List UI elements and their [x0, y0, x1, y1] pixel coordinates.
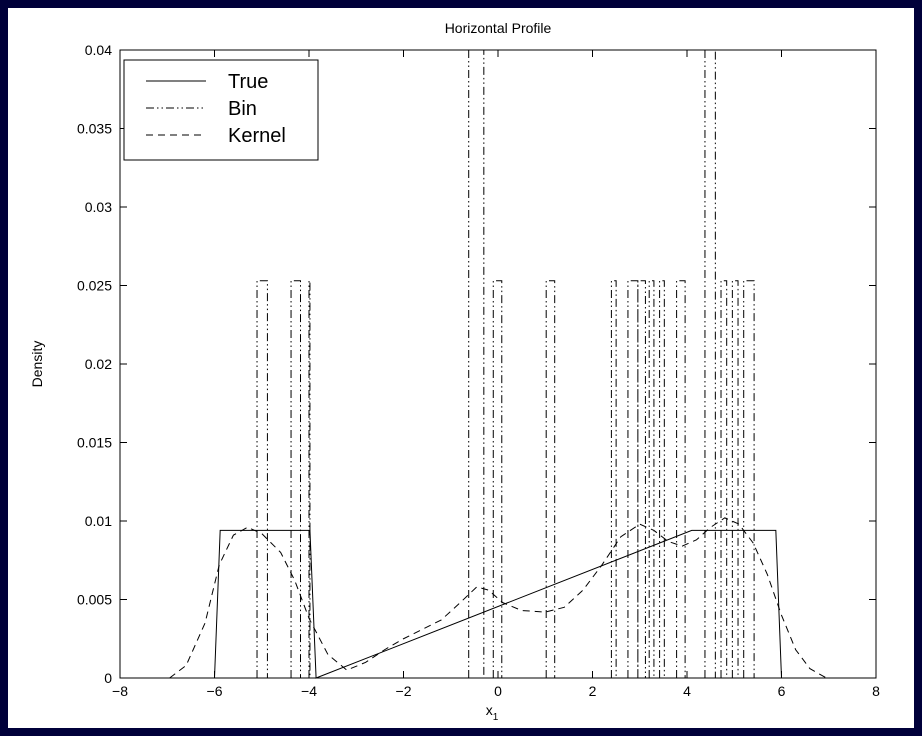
x-tick-label: −6 [207, 683, 223, 699]
legend-box [123, 59, 319, 161]
y-tick-label: 0 [104, 670, 112, 686]
y-tick-label: 0.03 [85, 199, 112, 215]
x-tick-label: −4 [301, 683, 317, 699]
x-axis-label: x1 [486, 702, 499, 723]
legend-label-true: True [228, 71, 268, 93]
chart-title: Horizontal Profile [445, 20, 552, 36]
x-tick-label: 6 [778, 683, 786, 699]
y-tick-label: 0.005 [77, 592, 112, 608]
y-tick-label: 0.025 [77, 278, 112, 294]
y-tick-label: 0.035 [77, 121, 112, 137]
series-bin-line [256, 49, 755, 678]
x-tick-label: −2 [396, 683, 412, 699]
y-tick-label: 0.01 [85, 513, 112, 529]
x-axis-label-main: x [486, 702, 493, 718]
y-tick-label: 0.04 [85, 42, 112, 58]
legend-label-bin: Bin [228, 98, 257, 120]
x-axis: −8 −6 −4 −2 0 2 4 6 8 [112, 50, 880, 699]
series-true-line [214, 529, 782, 679]
y-axis-label: Density [29, 341, 45, 388]
legend: True Bin Kernel [123, 59, 319, 161]
y-axis: 0 0.005 0.01 0.015 0.02 0.025 0.03 0.035 0.04 [77, 42, 876, 686]
x-axis-label-subscript: 1 [493, 712, 499, 723]
x-tick-label: 8 [872, 683, 880, 699]
legend-label-kernel: Kernel [228, 125, 286, 147]
y-tick-label: 0.02 [85, 356, 112, 372]
series-kernel-line [169, 517, 827, 679]
x-tick-label: 2 [589, 683, 597, 699]
x-tick-label: 4 [683, 683, 691, 699]
x-tick-label: 0 [494, 683, 502, 699]
y-tick-label: 0.015 [77, 435, 112, 451]
plot-series [169, 49, 827, 679]
x-tick-label: −8 [112, 683, 128, 699]
